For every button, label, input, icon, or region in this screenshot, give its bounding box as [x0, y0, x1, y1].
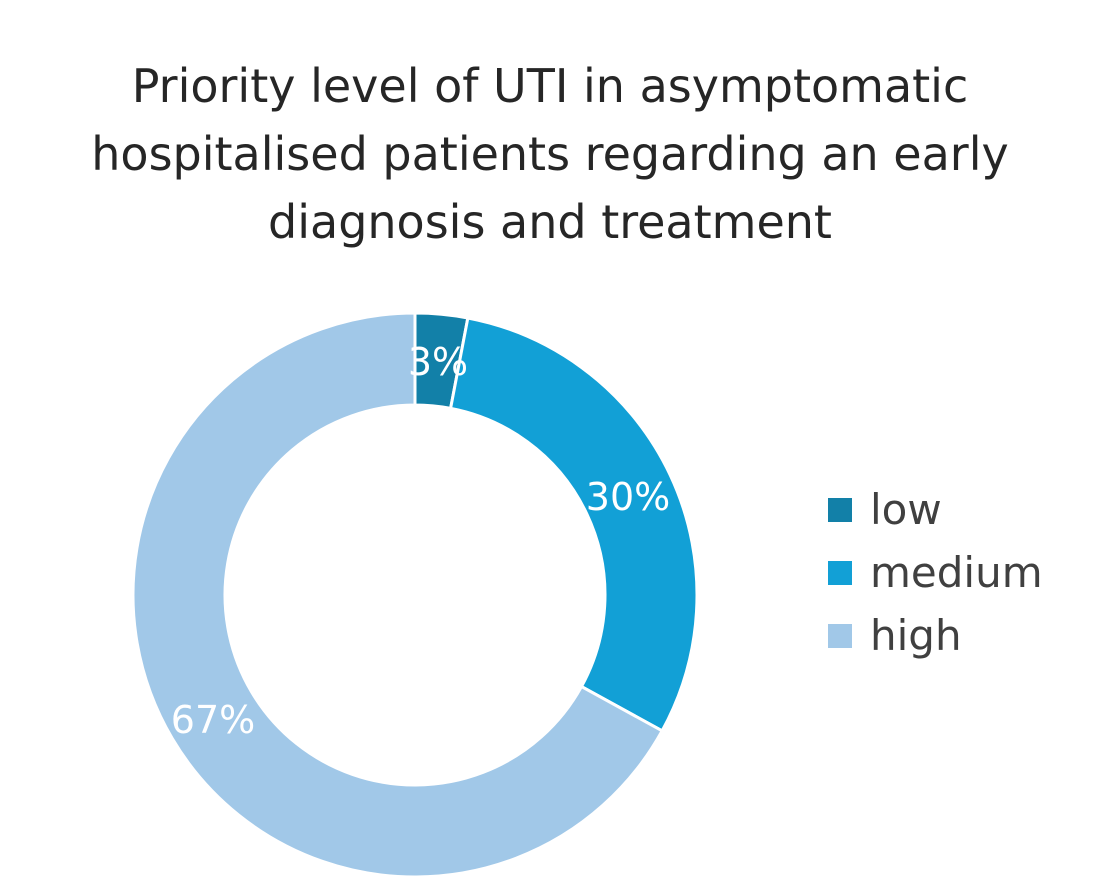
legend-item-high: high	[828, 604, 1088, 667]
legend-label-medium: medium	[870, 547, 1043, 597]
chart-title-line-3: diagnosis and treatment	[268, 195, 832, 249]
legend-swatch-low	[828, 497, 852, 522]
legend-item-low: low	[828, 478, 1088, 541]
legend-swatch-high	[828, 623, 852, 648]
legend-swatch-medium	[828, 560, 852, 585]
data-label-low: 3%	[408, 340, 468, 384]
chart-legend: low medium high	[828, 478, 1088, 667]
legend-label-low: low	[870, 484, 942, 534]
chart-title: Priority level of UTI in asymptomatic ho…	[0, 52, 1100, 256]
chart-title-line-1: Priority level of UTI in asymptomatic	[131, 59, 969, 113]
donut-slice-medium	[448, 316, 699, 733]
data-label-medium: 30%	[586, 475, 670, 519]
data-label-high: 67%	[171, 698, 255, 742]
chart-title-line-2: hospitalised patients regarding an early	[91, 127, 1009, 181]
donut-slice-high	[131, 311, 665, 879]
legend-label-high: high	[870, 610, 962, 660]
legend-item-medium: medium	[828, 541, 1088, 604]
